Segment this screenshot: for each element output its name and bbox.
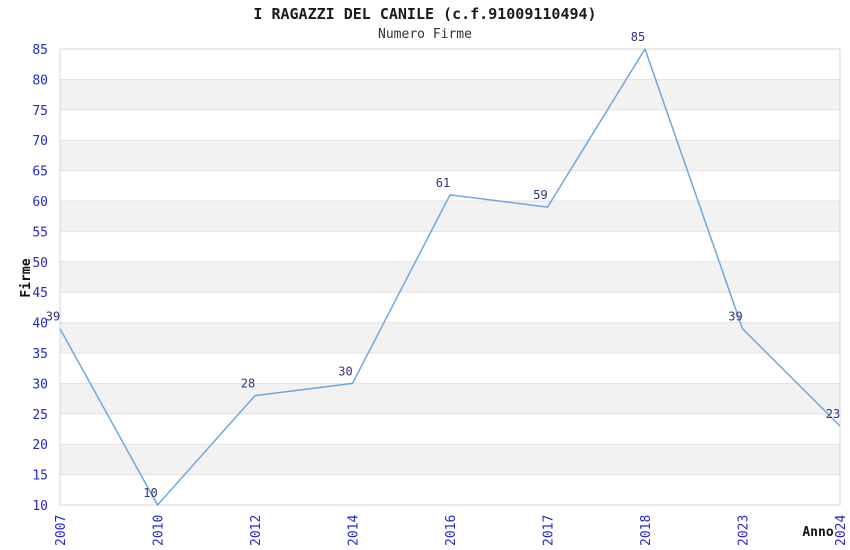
y-tick-label: 55 [32,225,48,240]
plot-band [60,322,840,353]
data-label: 39 [728,310,742,324]
data-label: 28 [241,377,255,391]
y-tick-label: 20 [32,438,48,453]
data-label: 61 [436,176,450,190]
y-tick-label: 35 [32,347,48,362]
data-label: 59 [533,188,547,202]
plot-band [60,444,840,475]
plot-band [60,261,840,293]
data-label: 30 [338,364,352,378]
data-label: 39 [46,310,60,324]
chart-title: I RAGAZZI DEL CANILE (c.f.91009110494) [253,5,597,23]
x-tick-label: 2014 [347,515,362,546]
series-line [59,48,841,506]
y-tick-label: 40 [32,317,48,332]
plot-border [59,48,841,506]
x-tick-label: 2016 [444,515,459,546]
x-tick-label: 2023 [737,515,752,546]
x-tick-label: 2017 [542,515,557,546]
y-tick-label: 75 [32,104,48,119]
plot-band [60,201,840,232]
y-tick-label: 85 [32,43,48,58]
x-tick-label: 2007 [54,515,69,546]
y-tick-label: 50 [32,256,48,271]
data-label: 85 [631,30,645,44]
data-label: 23 [826,407,840,421]
y-axis-title: Firme [19,258,34,297]
y-tick-label: 65 [32,165,48,180]
chart-subtitle: Numero Firme [378,27,472,42]
x-tick-label: 2018 [639,515,654,546]
y-tick-label: 30 [32,377,48,392]
y-tick-label: 45 [32,286,48,301]
x-tick-label: 2024 [834,515,849,546]
y-tick-label: 25 [32,408,48,423]
plot-band [60,79,840,110]
y-tick-label: 10 [32,499,48,514]
plot-band [60,383,840,414]
x-tick-label: 2012 [249,515,264,546]
x-axis-title: Anno [802,525,833,540]
y-tick-label: 15 [32,469,48,484]
data-label: 10 [143,486,157,500]
x-tick-label: 2010 [152,515,167,546]
y-tick-label: 70 [32,134,48,149]
plot-band [60,140,840,171]
y-tick-label: 60 [32,195,48,210]
y-tick-label: 80 [32,73,48,88]
